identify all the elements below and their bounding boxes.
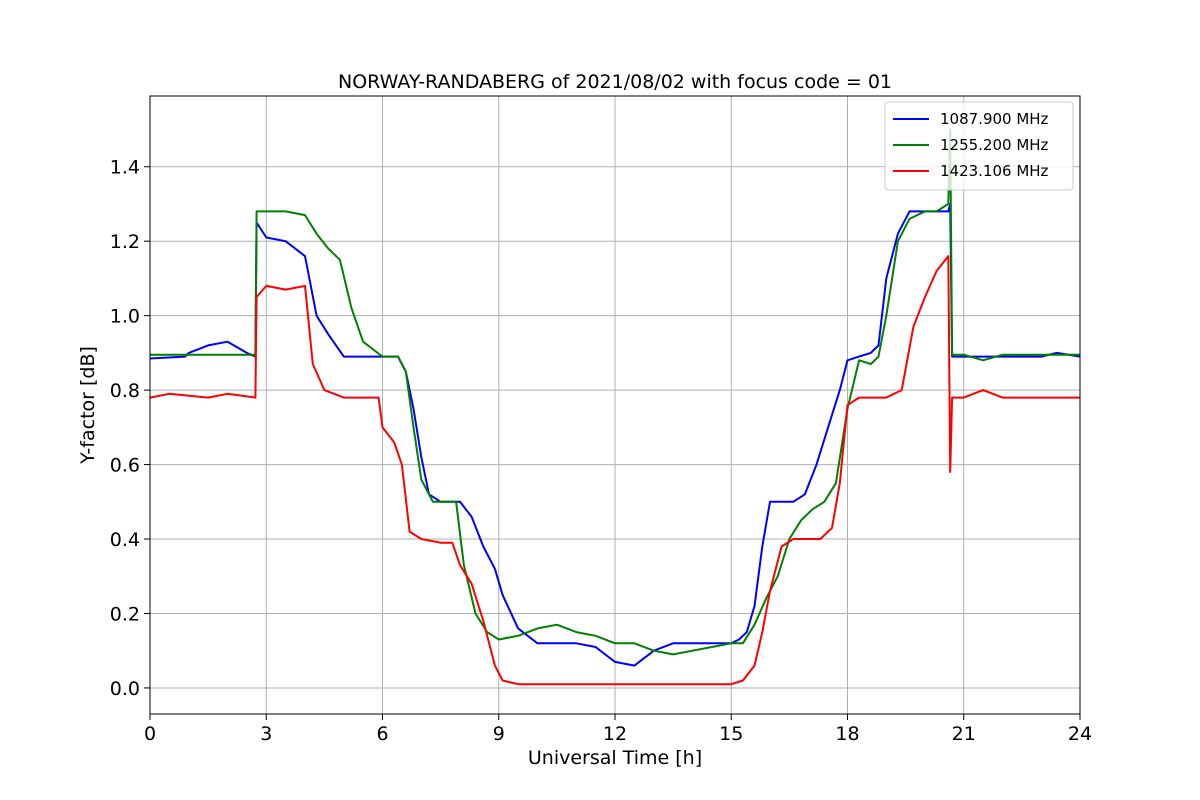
x-axis-label: Universal Time [h] [528, 747, 702, 769]
series-layer [149, 128, 1081, 686]
legend-label: 1423.106 MHz [940, 162, 1049, 180]
y-tick-label: 0.0 [110, 678, 140, 700]
y-axis-label: Y-factor [dB] [77, 346, 99, 465]
y-tick-label: 1.2 [110, 231, 140, 253]
y-tick-label: 1.4 [110, 157, 140, 179]
series-line-3 [149, 255, 1080, 686]
x-tick-label: 0 [144, 723, 156, 745]
x-tick-label: 24 [1068, 723, 1092, 745]
y-tick-label: 0.8 [110, 380, 140, 402]
legend-box [884, 101, 1074, 191]
chart-title: NORWAY-RANDABERG of 2021/08/02 with focu… [338, 71, 892, 93]
x-tick-label: 6 [376, 723, 388, 745]
series-line-2 [150, 128, 1080, 656]
y-tick-label: 0.2 [110, 603, 140, 625]
ticks: 0 3 6 9 12 15 18 21 24 0.0 0.2 0.4 0.6 0.8 1.0 1.2 1.4 [110, 157, 1092, 745]
y-tick-label: 0.4 [110, 529, 140, 551]
x-tick-label: 3 [260, 723, 272, 745]
legend-label: 1087.900 MHz [940, 110, 1049, 128]
x-tick-label: 12 [603, 723, 627, 745]
y-tick-label: 1.0 [110, 306, 140, 328]
series-line-1 [149, 203, 1081, 667]
legend: 1087.900 MHz 1255.200 MHz 1423.106 MHz [884, 101, 1074, 191]
x-tick-label: 15 [719, 723, 743, 745]
legend-label: 1255.200 MHz [940, 136, 1049, 154]
x-tick-label: 9 [493, 723, 505, 745]
y-tick-label: 0.6 [110, 455, 140, 477]
x-tick-label: 18 [835, 723, 859, 745]
x-tick-label: 21 [952, 723, 976, 745]
